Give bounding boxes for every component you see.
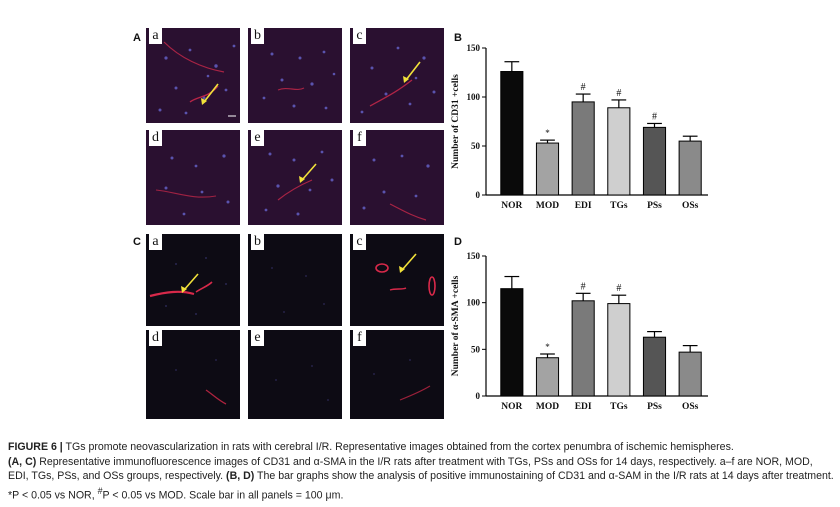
- x-tick-label: TGs: [610, 402, 628, 412]
- sublabel-a-c: c: [353, 28, 366, 44]
- figure-label: FIGURE 6 |: [8, 441, 63, 453]
- significance-marker: *: [545, 128, 550, 138]
- sublabel-a-d: d: [149, 130, 162, 146]
- bar-pss: [642, 336, 667, 397]
- y-tick-label: 0: [476, 391, 481, 401]
- x-tick-label: PSs: [647, 402, 662, 412]
- sublabel-c-b: b: [251, 234, 264, 250]
- caption-line-1: FIGURE 6 | TGs promote neovascularizatio…: [8, 441, 734, 453]
- bar-tgs: [607, 303, 631, 397]
- y-axis-label: Number of CD31 +cells: [451, 74, 461, 169]
- x-tick-label: NOR: [501, 402, 522, 412]
- sublabel-c-f: f: [353, 330, 366, 346]
- arrow-icon: [405, 61, 421, 81]
- x-tick-label: MOD: [536, 201, 559, 211]
- bar-pss: [642, 126, 667, 196]
- arrow-icon: [203, 83, 219, 103]
- micrograph-a-b: b: [248, 28, 342, 123]
- micrograph-a-f: f: [350, 130, 444, 225]
- bar-edi: [571, 101, 595, 196]
- x-tick-label: EDI: [575, 201, 592, 211]
- bar-oss: [678, 140, 702, 196]
- sublabel-c-c: c: [353, 234, 366, 250]
- significance-marker: #: [652, 111, 657, 122]
- micrograph-c-f: f: [350, 330, 444, 419]
- arrow-icon: [183, 273, 199, 291]
- bar-mod: [535, 142, 560, 196]
- sublabel-c-e: e: [251, 330, 264, 346]
- bar-chart-cd31: 0 50 100 150 Number of CD31 +cells NOR * MOD # ED…: [451, 43, 708, 211]
- bar-nor: [500, 288, 524, 397]
- sublabel-c-d: d: [149, 330, 162, 346]
- x-tick-label: NOR: [501, 201, 522, 211]
- x-tick-label: PSs: [647, 201, 662, 211]
- significance-marker: *: [545, 342, 550, 352]
- sublabel-a-e: e: [251, 130, 264, 146]
- figure-caption: FIGURE 6 | TGs promote neovascularizatio…: [8, 440, 834, 503]
- y-tick-label: 100: [467, 92, 481, 102]
- micrograph-c-a: a: [146, 234, 240, 326]
- significance-marker: #: [616, 283, 621, 294]
- significance-marker: #: [581, 281, 586, 292]
- micrograph-c-c: c: [350, 234, 444, 326]
- x-tick-label: OSs: [682, 201, 699, 211]
- x-tick-label: OSs: [682, 402, 699, 412]
- arrow-icon: [301, 163, 317, 181]
- x-tick-label: MOD: [536, 402, 559, 412]
- micrograph-c-d: d: [146, 330, 240, 419]
- y-tick-label: 150: [467, 43, 481, 53]
- y-tick-label: 150: [467, 251, 481, 261]
- bar-oss: [678, 351, 702, 397]
- y-tick-label: 50: [471, 344, 481, 354]
- sublabel-c-a: a: [149, 234, 162, 250]
- sublabel-a-a: a: [149, 28, 162, 44]
- micrograph-a-e: e: [248, 130, 342, 225]
- bar-mod: [535, 357, 560, 397]
- micrograph-a-c: c: [350, 28, 444, 123]
- y-axis-label: Number of α-SMA +cells: [451, 275, 461, 376]
- caption-line-2: (A, C) Representative immunofluorescence…: [8, 455, 834, 502]
- sublabel-a-f: f: [353, 130, 366, 146]
- micrograph-c-b: b: [248, 234, 342, 326]
- bar-nor: [500, 71, 524, 196]
- y-tick-label: 100: [467, 298, 481, 308]
- arrow-icon: [401, 253, 417, 271]
- significance-marker: #: [616, 88, 621, 99]
- panel-letter-d: D: [454, 236, 462, 248]
- panel-letter-c: C: [133, 236, 141, 248]
- micrograph-a-d: d: [146, 130, 240, 225]
- micrograph-a-a: a: [146, 28, 240, 123]
- panel-letter-a: A: [133, 32, 141, 44]
- sublabel-a-b: b: [251, 28, 264, 44]
- x-tick-label: TGs: [610, 201, 628, 211]
- y-tick-label: 0: [476, 190, 481, 200]
- bar-chart-asma: 0 50 100 150 Number of α-SMA +cells NOR * MOD # E…: [451, 251, 708, 412]
- micrograph-c-e: e: [248, 330, 342, 419]
- bar-tgs: [607, 107, 631, 196]
- bar-edi: [571, 300, 595, 397]
- panel-letter-b: B: [454, 32, 462, 44]
- significance-marker: #: [581, 82, 586, 93]
- x-tick-label: EDI: [575, 402, 592, 412]
- y-tick-label: 50: [471, 141, 481, 151]
